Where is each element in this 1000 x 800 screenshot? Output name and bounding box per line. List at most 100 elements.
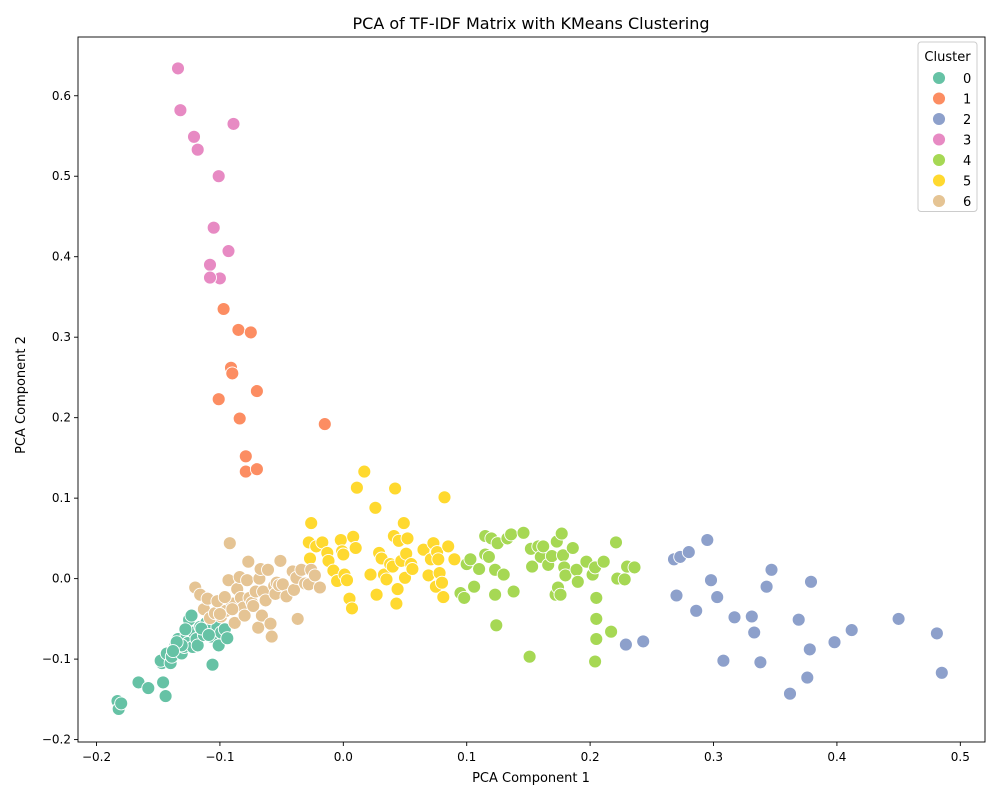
- y-tick-label: 0.3: [52, 330, 71, 344]
- point-cluster-5-13: [345, 601, 359, 616]
- point-cluster-3-5: [211, 169, 226, 184]
- point-cluster-4-43: [589, 632, 604, 646]
- point-cluster-1-6: [249, 384, 264, 399]
- point-cluster-4-19: [522, 649, 537, 664]
- point-cluster-5-17: [357, 464, 372, 479]
- point-cluster-2-17: [783, 686, 797, 701]
- y-tick-label: −0.2: [42, 733, 71, 747]
- x-tick-label: 0.4: [827, 750, 846, 764]
- point-cluster-4-30: [553, 587, 568, 602]
- point-cluster-4-35: [565, 541, 580, 555]
- point-cluster-0-40: [166, 644, 180, 659]
- point-cluster-2-13: [747, 625, 762, 640]
- point-cluster-4-14: [496, 567, 511, 582]
- point-cluster-2-19: [800, 670, 815, 685]
- point-cluster-5-51: [447, 552, 462, 567]
- point-cluster-4-17: [506, 584, 521, 599]
- point-cluster-2-10: [716, 653, 731, 668]
- point-cluster-4-46: [604, 624, 619, 639]
- point-cluster-4-10: [488, 587, 503, 602]
- point-cluster-0-6: [158, 689, 173, 704]
- point-cluster-0-24: [190, 638, 205, 653]
- point-cluster-0-5: [156, 675, 171, 690]
- point-cluster-3-8: [203, 257, 217, 272]
- point-cluster-2-11: [727, 610, 742, 625]
- point-cluster-2-5: [681, 545, 696, 560]
- point-cluster-1-11: [317, 417, 332, 432]
- y-tick-label: 0.0: [52, 572, 71, 586]
- legend-label-4: 4: [963, 154, 971, 169]
- legend-marker-6: [932, 194, 946, 208]
- point-cluster-6-48: [307, 568, 322, 583]
- series-cluster-1: [211, 302, 332, 479]
- point-cluster-4-34: [558, 568, 573, 583]
- point-cluster-3-4: [226, 116, 241, 131]
- point-cluster-5-24: [379, 572, 394, 587]
- y-tick-label: 0.4: [52, 250, 71, 264]
- point-cluster-4-41: [589, 590, 604, 605]
- legend-marker-5: [932, 173, 946, 188]
- series-cluster-3: [171, 61, 241, 286]
- legend-marker-4: [932, 153, 946, 167]
- point-cluster-2-21: [804, 574, 818, 589]
- y-axis-label: PCA Component 2: [14, 336, 29, 454]
- legend-label-5: 5: [963, 175, 971, 190]
- point-cluster-2-16: [764, 562, 779, 577]
- y-tick-label: −0.1: [42, 652, 71, 666]
- point-cluster-5-50: [441, 539, 456, 554]
- point-cluster-6-22: [246, 599, 261, 613]
- point-cluster-4-45: [596, 554, 611, 569]
- point-cluster-5-20: [369, 587, 384, 602]
- point-cluster-5-15: [348, 541, 363, 555]
- x-tick-label: 0.0: [334, 750, 353, 764]
- point-cluster-5-28: [388, 481, 403, 496]
- x-tick-label: −0.2: [82, 750, 111, 764]
- y-axis: −0.2 −0.1 0.0 0.1 0.2 0.3 0.4 0.5 0.6: [42, 89, 78, 747]
- point-cluster-4-21: [525, 559, 540, 574]
- x-axis: −0.2 −0.1 0.0 0.1 0.2 0.3 0.4 0.5: [82, 742, 970, 764]
- point-cluster-4-37: [570, 574, 585, 589]
- point-cluster-2-8: [704, 573, 718, 588]
- point-cluster-5-18: [363, 567, 378, 582]
- legend-frame: [917, 41, 978, 212]
- point-cluster-3-3: [190, 142, 205, 157]
- point-cluster-4-16: [504, 527, 519, 542]
- y-tick-label: 0.2: [52, 411, 71, 425]
- point-cluster-5-30: [390, 582, 405, 597]
- point-cluster-4-24: [536, 539, 551, 554]
- point-cluster-2-6: [689, 603, 704, 618]
- point-cluster-0-42: [201, 628, 216, 642]
- point-cluster-1-0: [216, 302, 231, 316]
- point-cluster-0-38: [178, 622, 193, 637]
- x-tick-label: 0.2: [581, 750, 600, 764]
- point-cluster-3-1: [173, 103, 188, 118]
- point-cluster-2-15: [759, 579, 774, 594]
- point-cluster-4-49: [617, 572, 632, 587]
- y-tick-label: 0.1: [52, 491, 71, 505]
- point-cluster-5-16: [349, 480, 364, 495]
- legend-marker-3: [932, 132, 946, 147]
- series-cluster-4: [453, 525, 642, 669]
- series-cluster-2: [618, 533, 949, 701]
- point-cluster-5-48: [436, 590, 451, 605]
- legend-marker-0: [932, 71, 946, 85]
- point-cluster-2-7: [700, 533, 715, 547]
- point-cluster-4-51: [627, 560, 642, 575]
- point-cluster-4-47: [609, 535, 623, 550]
- point-cluster-6-51: [225, 602, 240, 617]
- point-cluster-6-24: [251, 620, 266, 635]
- point-cluster-1-7: [232, 411, 247, 426]
- point-cluster-3-0: [171, 61, 185, 76]
- point-cluster-2-0: [618, 637, 633, 652]
- point-cluster-2-3: [669, 588, 684, 603]
- point-cluster-2-20: [802, 642, 817, 657]
- point-cluster-2-14: [753, 655, 768, 670]
- legend-label-2: 2: [963, 113, 971, 128]
- legend-marker-1: [932, 91, 946, 106]
- point-cluster-6-37: [273, 553, 288, 568]
- legend-title: Cluster: [924, 50, 971, 65]
- point-cluster-6-31: [263, 616, 278, 631]
- point-cluster-5-53: [336, 547, 351, 562]
- point-cluster-5-14: [346, 529, 361, 544]
